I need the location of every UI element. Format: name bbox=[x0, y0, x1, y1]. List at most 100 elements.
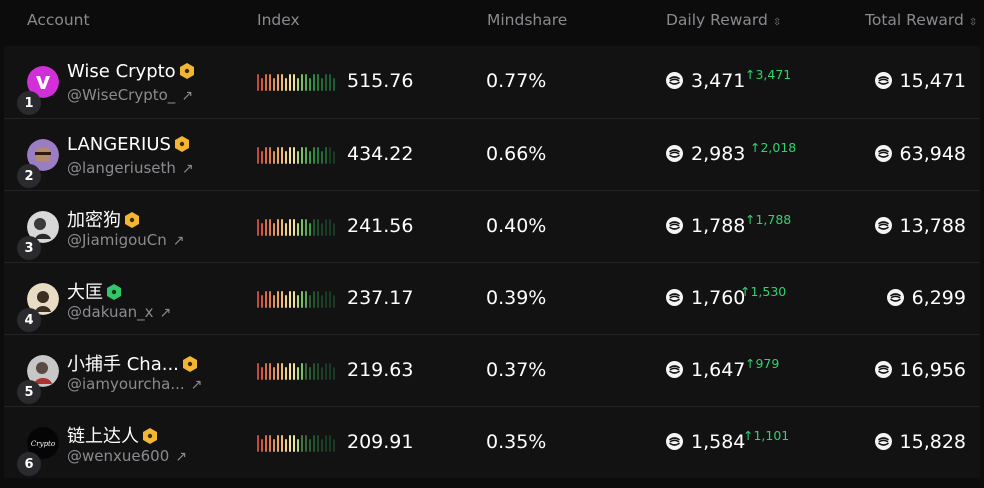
index-bar-segment bbox=[309, 439, 311, 452]
index-value: 241.56 bbox=[347, 215, 414, 237]
index-bar-segment bbox=[297, 439, 299, 452]
index-bar-segment bbox=[281, 363, 283, 380]
avatar[interactable]: Crypto bbox=[27, 427, 59, 459]
mindshare-value: 0.37% bbox=[486, 359, 547, 381]
index-bar-segment bbox=[301, 291, 303, 308]
daily-reward: 1,647 ↑979 bbox=[666, 356, 779, 381]
index-bar-segment bbox=[329, 219, 331, 236]
total-reward: 13,788 bbox=[874, 215, 966, 237]
index-bar-segment bbox=[261, 295, 263, 308]
index-bar-segment bbox=[293, 435, 295, 452]
index-bar-segment bbox=[321, 78, 323, 91]
index-bar-segment bbox=[333, 78, 335, 91]
external-link-icon[interactable]: ↗ bbox=[175, 449, 187, 465]
table-row[interactable]: 2 LANGERIUS @langeriuseth ↗ 434.22 0.66% 2,983… bbox=[4, 118, 980, 190]
avatar[interactable] bbox=[27, 283, 59, 315]
rank-badge: 6 bbox=[17, 452, 41, 476]
index-bar-segment bbox=[313, 435, 315, 452]
index-bar bbox=[257, 147, 335, 164]
index-bar-segment bbox=[329, 435, 331, 452]
total-reward: 6,299 bbox=[886, 287, 966, 309]
index-bar-segment bbox=[293, 74, 295, 91]
index-bar-segment bbox=[317, 74, 319, 91]
index-bar-segment bbox=[289, 291, 291, 308]
coin-icon bbox=[666, 289, 683, 306]
mindshare-value: 0.40% bbox=[486, 215, 547, 237]
index-bar bbox=[257, 363, 335, 380]
external-link-icon[interactable]: ↗ bbox=[181, 88, 194, 104]
rank-badge: 5 bbox=[17, 380, 41, 404]
total-reward: 16,956 bbox=[874, 359, 966, 381]
account-handle[interactable]: @langeriuseth ↗ bbox=[67, 159, 194, 177]
index-bar-segment bbox=[265, 74, 267, 91]
verified-badge-icon bbox=[174, 136, 189, 152]
header-total-reward[interactable]: Total Reward ⇳ bbox=[865, 11, 978, 29]
index-bar bbox=[257, 291, 335, 308]
index-bar-segment bbox=[313, 147, 315, 164]
table-row[interactable]: Crypto 6 链上达人 @wenxue600 ↗ 209.91 0.35% 1,584 ↑1… bbox=[4, 406, 980, 478]
account-handle[interactable]: @WiseCrypto_ ↗ bbox=[67, 86, 194, 104]
table-row[interactable]: 3 加密狗 @JiamigouCn ↗ 241.56 0.40% 1,788 ↑1,788 13… bbox=[4, 190, 980, 262]
account-name[interactable]: 小捕手 Cha... bbox=[67, 350, 197, 376]
index-bar-segment bbox=[301, 219, 303, 236]
account-name[interactable]: 大匡 bbox=[67, 278, 121, 304]
account-handle[interactable]: @JiamigouCn ↗ bbox=[67, 231, 185, 249]
header-account: Account bbox=[27, 11, 90, 29]
account-name[interactable]: 加密狗 bbox=[67, 206, 139, 232]
index-bar-segment bbox=[257, 291, 259, 308]
index-value: 209.91 bbox=[347, 431, 414, 453]
index-bar-segment bbox=[273, 439, 275, 452]
index-bar-segment bbox=[293, 147, 295, 164]
index-bar-segment bbox=[305, 435, 307, 452]
account-name[interactable]: Wise Crypto bbox=[67, 61, 194, 82]
index-value: 219.63 bbox=[347, 359, 414, 381]
avatar[interactable] bbox=[27, 211, 59, 243]
coin-icon bbox=[666, 145, 683, 162]
index-bar-segment bbox=[261, 78, 263, 91]
account-name[interactable]: 链上达人 bbox=[67, 422, 157, 448]
index-bar-segment bbox=[321, 223, 323, 236]
table-row[interactable]: 1 Wise Crypto @WiseCrypto_ ↗ 515.76 0.77% 3,47… bbox=[4, 46, 980, 118]
external-link-icon[interactable]: ↗ bbox=[172, 233, 185, 249]
external-link-icon[interactable]: ↗ bbox=[190, 377, 203, 393]
index-bar-segment bbox=[281, 291, 283, 308]
coin-icon bbox=[666, 361, 683, 378]
index-bar-segment bbox=[317, 435, 319, 452]
table-row[interactable]: 4 大匡 @dakuan_x ↗ 237.17 0.39% 1,760 ↑1,530 6,299 bbox=[4, 262, 980, 334]
account-handle[interactable]: @dakuan_x ↗ bbox=[67, 303, 172, 321]
avatar[interactable] bbox=[27, 66, 59, 98]
daily-reward: 2,983 ↑2,018 bbox=[666, 140, 796, 165]
index-bar-segment bbox=[329, 363, 331, 380]
daily-reward: 3,471 ↑3,471 bbox=[666, 67, 791, 92]
external-link-icon[interactable]: ↗ bbox=[159, 305, 172, 321]
index-bar-segment bbox=[297, 151, 299, 164]
index-bar-segment bbox=[257, 74, 259, 91]
account-handle[interactable]: @iamyourcha... ↗ bbox=[67, 375, 203, 393]
index-bar-segment bbox=[309, 223, 311, 236]
sort-icon[interactable]: ⇳ bbox=[968, 17, 978, 28]
external-link-icon[interactable]: ↗ bbox=[181, 161, 194, 177]
index-bar-segment bbox=[269, 147, 271, 164]
mindshare-value: 0.66% bbox=[486, 143, 547, 165]
table-row[interactable]: 5 小捕手 Cha... @iamyourcha... ↗ 219.63 0.37% 1,6… bbox=[4, 334, 980, 406]
index-bar-segment bbox=[285, 367, 287, 380]
index-bar-segment bbox=[277, 147, 279, 164]
account-handle[interactable]: @wenxue600 ↗ bbox=[67, 447, 187, 465]
sort-icon[interactable]: ⇳ bbox=[772, 17, 782, 28]
coin-icon bbox=[666, 72, 683, 89]
index-bar-segment bbox=[325, 219, 327, 236]
index-bar-segment bbox=[305, 74, 307, 91]
index-bar-segment bbox=[321, 367, 323, 380]
index-bar-segment bbox=[269, 363, 271, 380]
avatar[interactable] bbox=[27, 139, 59, 171]
index-bar-segment bbox=[261, 439, 263, 452]
rank-badge: 2 bbox=[17, 164, 41, 188]
avatar[interactable] bbox=[27, 355, 59, 387]
index-bar-segment bbox=[289, 74, 291, 91]
account-name[interactable]: LANGERIUS bbox=[67, 134, 189, 155]
index-bar-segment bbox=[317, 363, 319, 380]
index-bar-segment bbox=[301, 147, 303, 164]
header-daily-reward[interactable]: Daily Reward ⇳ bbox=[666, 11, 782, 29]
index-bar-segment bbox=[265, 435, 267, 452]
